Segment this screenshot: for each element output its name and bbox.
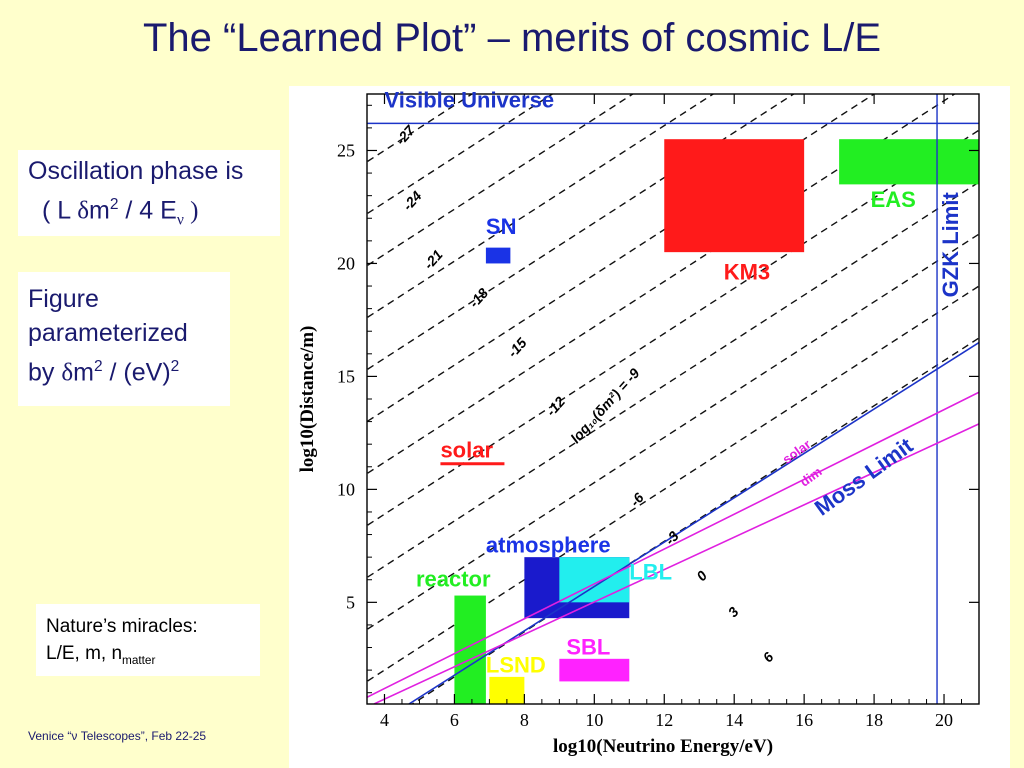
nature-miracles-box: Nature’s miracles: L/E, m, nmatter	[36, 604, 260, 676]
learned-plot-chart: 4 6 8 10 12 14 16 18 20 5 10 15 20 25 log10(Neutrino E…	[297, 88, 980, 757]
x-tick-label: 12	[655, 710, 673, 730]
iso-line-label: 0	[693, 567, 710, 584]
iso-line-label: -24	[399, 188, 425, 214]
x-tick-label: 10	[585, 710, 603, 730]
iso-line-label: 3	[725, 604, 742, 621]
nature-line-1: Nature’s miracles:	[46, 616, 198, 637]
x-tick-label: 6	[450, 710, 459, 730]
label-dim: dim	[797, 464, 825, 490]
iso-line-label: -12	[543, 393, 569, 419]
iso-line-label: -27	[392, 121, 418, 148]
delta-symbol: δ	[77, 197, 89, 225]
x-tick-label: 8	[520, 710, 529, 730]
iso-dm2-line	[367, 285, 979, 683]
footer-text: Venice “ν Telescopes”, Feb 22-25	[28, 729, 207, 743]
y-tick-label: 25	[337, 140, 355, 160]
label-region-atmosphere: atmosphere	[486, 533, 611, 558]
x-tick-label: 20	[935, 710, 953, 730]
param-line-1: Figure	[28, 285, 99, 313]
y-tick-label: 15	[337, 366, 355, 386]
iso-dm2-line	[367, 233, 979, 631]
phase-line-1: Oscillation phase is	[28, 157, 244, 185]
iso-line-label: -18	[466, 285, 492, 311]
label-region-km3: KM3	[724, 259, 770, 284]
param-rest: / (eV)	[102, 358, 171, 387]
line-moss-limit	[408, 341, 979, 704]
y-axis-label: log10(Distance/m)	[297, 326, 318, 473]
delta-symbol: δ	[61, 359, 74, 387]
label-region-eas: EAS	[871, 187, 916, 212]
iso-dm2-line	[367, 94, 635, 267]
iso-line-label: log₁₀(δm²) = -9	[567, 365, 642, 446]
phase-m: m	[88, 196, 110, 225]
iso-dm2-line	[367, 94, 956, 475]
iso-dm2-line	[411, 337, 979, 704]
region-reactor-box	[454, 595, 486, 704]
param-by: by	[28, 358, 62, 387]
param-sup-1: 2	[93, 358, 103, 375]
label-region-lbl: LBL	[629, 560, 672, 585]
phase-close: )	[183, 197, 199, 225]
label-region-sbl: SBL	[566, 634, 610, 659]
x-tick-label: 18	[865, 710, 883, 730]
parameterization-box: Figure parameterized by δm2 / (eV)2	[18, 272, 230, 406]
label-region-solar: solar	[440, 438, 493, 463]
iso-dm2-line	[367, 94, 554, 215]
label-gzk-limit: GZK Limit	[938, 192, 963, 298]
x-axis-label: log10(Neutrino Energy/eV)	[553, 736, 773, 757]
region-sbl-box	[559, 658, 630, 682]
region-eas-box	[839, 139, 979, 185]
label-visible-universe: Visible Universe	[384, 88, 554, 113]
y-tick-label: 5	[346, 592, 355, 612]
slide-title: The “Learned Plot” – merits of cosmic L/…	[142, 16, 882, 60]
plot-area	[367, 94, 979, 704]
oscillation-phase-box: Oscillation phase is ( L δm2 / 4 Eν )	[18, 150, 280, 236]
nature-line-2: L/E, m, nmatter	[46, 640, 260, 674]
phase-sup: 2	[109, 196, 119, 213]
label-moss-limit: Moss Limit	[810, 432, 918, 520]
phase-rest: / 4 E	[118, 196, 177, 225]
line-solar	[367, 391, 979, 698]
label-region-lsnd: LSND	[486, 652, 546, 677]
nature-sub: matter	[122, 653, 156, 667]
iso-line-label: -6	[627, 489, 647, 509]
label-region-sn: SN	[486, 214, 517, 239]
iso-line-label: -21	[420, 246, 446, 272]
iso-line-label: 6	[760, 649, 777, 666]
region-km3-box	[664, 139, 805, 253]
y-tick-label: 10	[337, 479, 355, 499]
param-line-2: parameterized	[28, 319, 188, 347]
x-tick-label: 14	[725, 710, 743, 730]
x-tick-label: 16	[795, 710, 813, 730]
param-m: m	[73, 358, 94, 387]
nu-symbol: ν	[176, 211, 184, 229]
iso-line-label: -15	[504, 334, 530, 360]
nature-text: L/E, m, n	[46, 643, 123, 664]
line-dim	[373, 423, 979, 704]
label-region-reactor: reactor	[416, 567, 491, 592]
param-sup-2: 2	[170, 358, 180, 375]
region-sn-box	[485, 247, 511, 264]
iso-dm2-line	[367, 181, 979, 579]
y-tick-label: 20	[337, 253, 355, 273]
label-solar: solar	[780, 437, 814, 467]
iso-line-label: -3	[662, 528, 682, 548]
param-line-3: by δm2 / (eV)2	[28, 350, 230, 390]
phase-formula: ( L δm2 / 4 Eν )	[28, 188, 280, 237]
chart-panel: 4 6 8 10 12 14 16 18 20 5 10 15 20 25 log10(Neutrino E…	[289, 86, 1010, 768]
phase-open: ( L	[42, 196, 78, 225]
iso-dm2-line	[367, 94, 474, 163]
x-tick-label: 4	[380, 710, 389, 730]
iso-dm2-line	[367, 94, 715, 319]
